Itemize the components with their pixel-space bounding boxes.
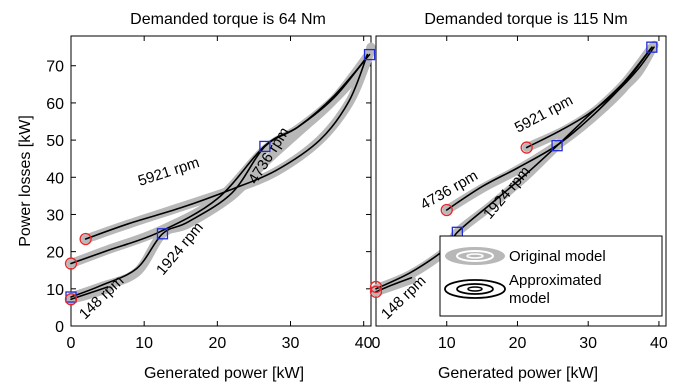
panel-right-ticks: 0 10 20 30 40 bbox=[372, 36, 668, 352]
legend: Original model Approximated model bbox=[439, 235, 663, 317]
square-marker-1924-rpm-1 bbox=[156, 228, 169, 240]
y-tick-label-50: 50 bbox=[46, 133, 64, 150]
series-approx-4736-rpm bbox=[445, 46, 653, 211]
series-original-4736-rpm bbox=[442, 44, 657, 215]
panel-left-title: Demanded torque is 64 Nm bbox=[130, 11, 326, 28]
y-tick-label-20: 20 bbox=[46, 245, 64, 262]
panel-right-markers bbox=[369, 41, 658, 298]
series-original-5921-rpm bbox=[522, 40, 659, 152]
x-tick-label-20: 20 bbox=[208, 335, 226, 352]
series-original-1924-rpm bbox=[66, 51, 372, 302]
x-tick-label-20: 20 bbox=[509, 335, 527, 352]
circle-marker-4736-rpm-0 bbox=[440, 203, 453, 217]
circle-marker-148-rpm-0 bbox=[64, 293, 78, 306]
x-tick-label-10: 10 bbox=[135, 335, 153, 352]
x-tick-label-0: 0 bbox=[67, 335, 76, 352]
panel-right-frame bbox=[375, 35, 667, 327]
panel-right-series bbox=[371, 40, 659, 297]
y-tick-label-0: 0 bbox=[55, 319, 64, 336]
x-tick-label-30: 30 bbox=[579, 335, 597, 352]
square-marker-1924-rpm-2 bbox=[259, 140, 271, 153]
series-approx-148-rpm bbox=[70, 286, 109, 300]
x-tick-label-30: 30 bbox=[282, 335, 300, 352]
x-tick-label-40: 40 bbox=[650, 335, 668, 352]
series-original-5921-rpm bbox=[81, 42, 376, 244]
y-tick-label-10: 10 bbox=[46, 282, 64, 299]
circle-marker-148-rpm-1 bbox=[369, 280, 383, 294]
circle-marker-148-rpm-0 bbox=[369, 285, 383, 298]
panel-left: Demanded torque is 64 Nm 0 10 20 30 40 0 10 20 3… bbox=[17, 11, 376, 382]
y-tick-label-30: 30 bbox=[46, 207, 64, 224]
series-approx-148-rpm bbox=[375, 276, 413, 293]
series-approx-4736-rpm bbox=[70, 55, 369, 265]
panel-left-ticks: 0 10 20 30 40 0 10 20 30 40 50 60 70 bbox=[46, 36, 373, 352]
y-tick-label-60: 60 bbox=[46, 96, 64, 113]
square-marker-1924-rpm-2 bbox=[646, 41, 658, 53]
panel-left-series bbox=[66, 42, 376, 304]
series-approx-1924-rpm bbox=[70, 53, 371, 298]
square-marker-1924-rpm-3 bbox=[363, 48, 376, 61]
panel-left-markers bbox=[64, 48, 376, 306]
series-approx-5921-rpm bbox=[525, 46, 655, 149]
panel-left-xlabel: Generated power [kW] bbox=[144, 365, 304, 382]
circle-marker-5921-rpm-0 bbox=[520, 141, 533, 154]
legend-original-label: Original model bbox=[509, 248, 606, 265]
series-approx-5921-rpm bbox=[84, 53, 369, 240]
panel-right-xlabel: Generated power [kW] bbox=[438, 365, 598, 382]
legend-approx-swatch bbox=[444, 279, 506, 299]
panel-left-ylabel: Power losses [kW] bbox=[17, 115, 34, 247]
y-tick-label-40: 40 bbox=[46, 170, 64, 187]
panel-left-frame bbox=[70, 35, 372, 327]
y-tick-label-70: 70 bbox=[46, 59, 64, 76]
panel-right-title: Demanded torque is 115 Nm bbox=[424, 11, 627, 28]
square-marker-1924-rpm-1 bbox=[551, 140, 563, 152]
x-tick-label-10: 10 bbox=[438, 335, 456, 352]
annotation-5921-rpm: 5921 rpm bbox=[136, 154, 202, 190]
series-approx-1924-rpm bbox=[375, 46, 653, 290]
x-tick-label-40: 40 bbox=[355, 335, 373, 352]
circle-marker-5921-rpm-0 bbox=[79, 232, 92, 246]
legend-approx-label: Approximated model bbox=[509, 272, 606, 307]
x-tick-label-0: 0 bbox=[372, 335, 381, 352]
legend-original-swatch bbox=[445, 247, 505, 265]
circle-marker-4736-rpm-0 bbox=[64, 257, 78, 270]
panel-right: Demanded torque is 115 Nm 0 10 20 30 40 Gene… bbox=[369, 11, 668, 382]
